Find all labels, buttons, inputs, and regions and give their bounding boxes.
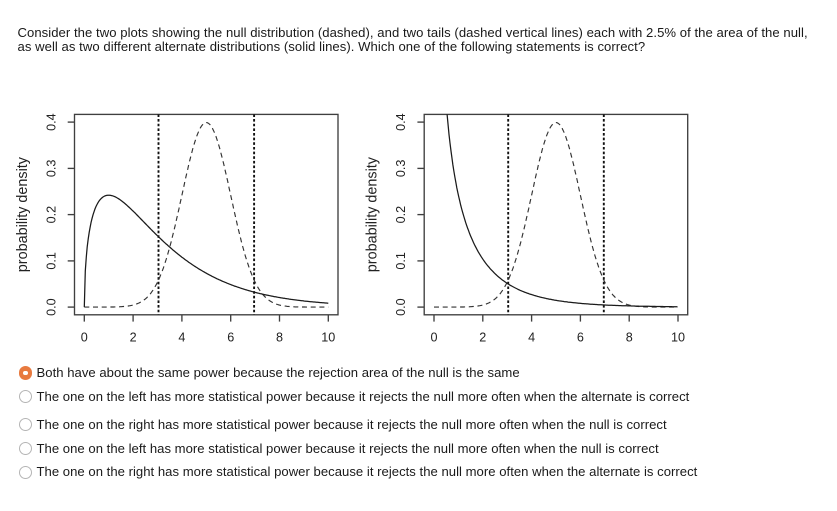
svg-text:0: 0 (430, 330, 437, 344)
svg-text:0.0: 0.0 (44, 298, 58, 316)
svg-text:0.4: 0.4 (394, 113, 408, 131)
svg-text:0.1: 0.1 (44, 252, 58, 270)
svg-text:0.3: 0.3 (44, 160, 58, 178)
svg-text:0.2: 0.2 (394, 206, 408, 224)
svg-text:0.2: 0.2 (44, 206, 58, 224)
svg-text:8: 8 (276, 330, 283, 344)
svg-text:0: 0 (81, 330, 88, 344)
svg-text:2: 2 (130, 330, 137, 344)
svg-text:2: 2 (479, 330, 486, 344)
svg-text:6: 6 (227, 330, 234, 344)
svg-text:0.0: 0.0 (394, 298, 408, 316)
svg-text:6: 6 (577, 330, 584, 344)
svg-text:10: 10 (321, 330, 335, 344)
svg-text:probability density: probability density (15, 156, 31, 272)
svg-text:0.4: 0.4 (44, 113, 58, 131)
svg-text:4: 4 (178, 330, 185, 344)
svg-text:4: 4 (528, 330, 535, 344)
svg-text:0.1: 0.1 (394, 252, 408, 270)
svg-text:probability density: probability density (365, 156, 381, 272)
svg-text:0.3: 0.3 (394, 160, 408, 178)
svg-text:10: 10 (671, 330, 685, 344)
svg-text:8: 8 (626, 330, 633, 344)
